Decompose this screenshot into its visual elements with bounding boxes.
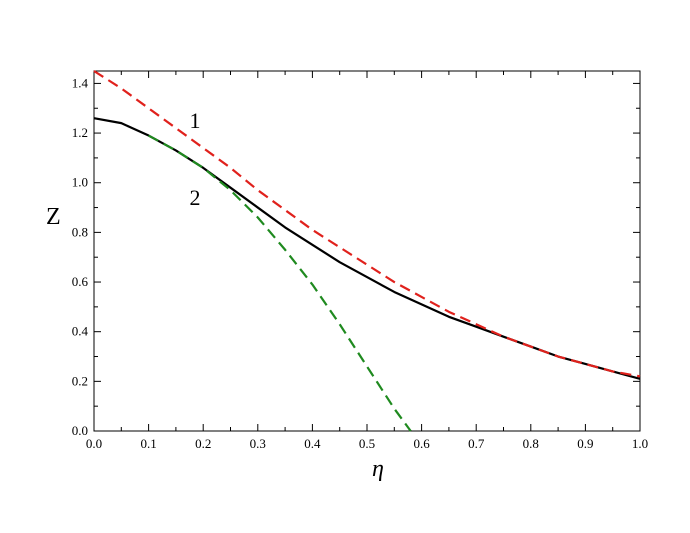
x-tick-label: 0.3 <box>250 436 266 451</box>
series-line-approx-2 <box>148 134 412 432</box>
x-axis-title: η <box>372 456 384 482</box>
x-tick-label: 0.7 <box>468 436 485 451</box>
y-tick-label: 1.4 <box>72 75 89 90</box>
x-tick-label: 0.5 <box>359 436 375 451</box>
y-tick-label: 1.0 <box>72 175 88 190</box>
curve-label-2: 2 <box>190 185 201 210</box>
y-tick-label: 0.8 <box>72 224 88 239</box>
y-tick-label: 0.4 <box>72 324 89 339</box>
x-tick-label: 0.2 <box>195 436 211 451</box>
x-tick-label: 0.0 <box>86 436 102 451</box>
tick-labels: 0.0 0.1 0.2 0.3 0.4 0.5 0.6 0.7 0.8 0.9 1.0 0.0 0.2 0… <box>72 75 648 451</box>
x-tick-label: 0.8 <box>523 436 539 451</box>
x-tick-label: 0.4 <box>304 436 321 451</box>
y-axis-title: Z <box>46 204 61 230</box>
x-tick-label: 0.9 <box>577 436 593 451</box>
plot-frame <box>93 70 641 432</box>
y-tick-label: 0.0 <box>72 423 88 438</box>
x-tick-label: 1.0 <box>632 436 648 451</box>
y-tick-label: 0.2 <box>72 373 88 388</box>
x-tick-label: 0.6 <box>413 436 430 451</box>
curve-label-1: 1 <box>190 108 201 133</box>
y-tick-label: 0.6 <box>72 274 89 289</box>
series <box>93 70 641 432</box>
series-line-exact <box>93 117 641 380</box>
x-tick-label: 0.1 <box>140 436 156 451</box>
ticks <box>93 71 641 432</box>
y-tick-label: 1.2 <box>72 125 88 140</box>
series-line-approx-1 <box>93 70 641 378</box>
annotations: 12 <box>190 108 201 210</box>
